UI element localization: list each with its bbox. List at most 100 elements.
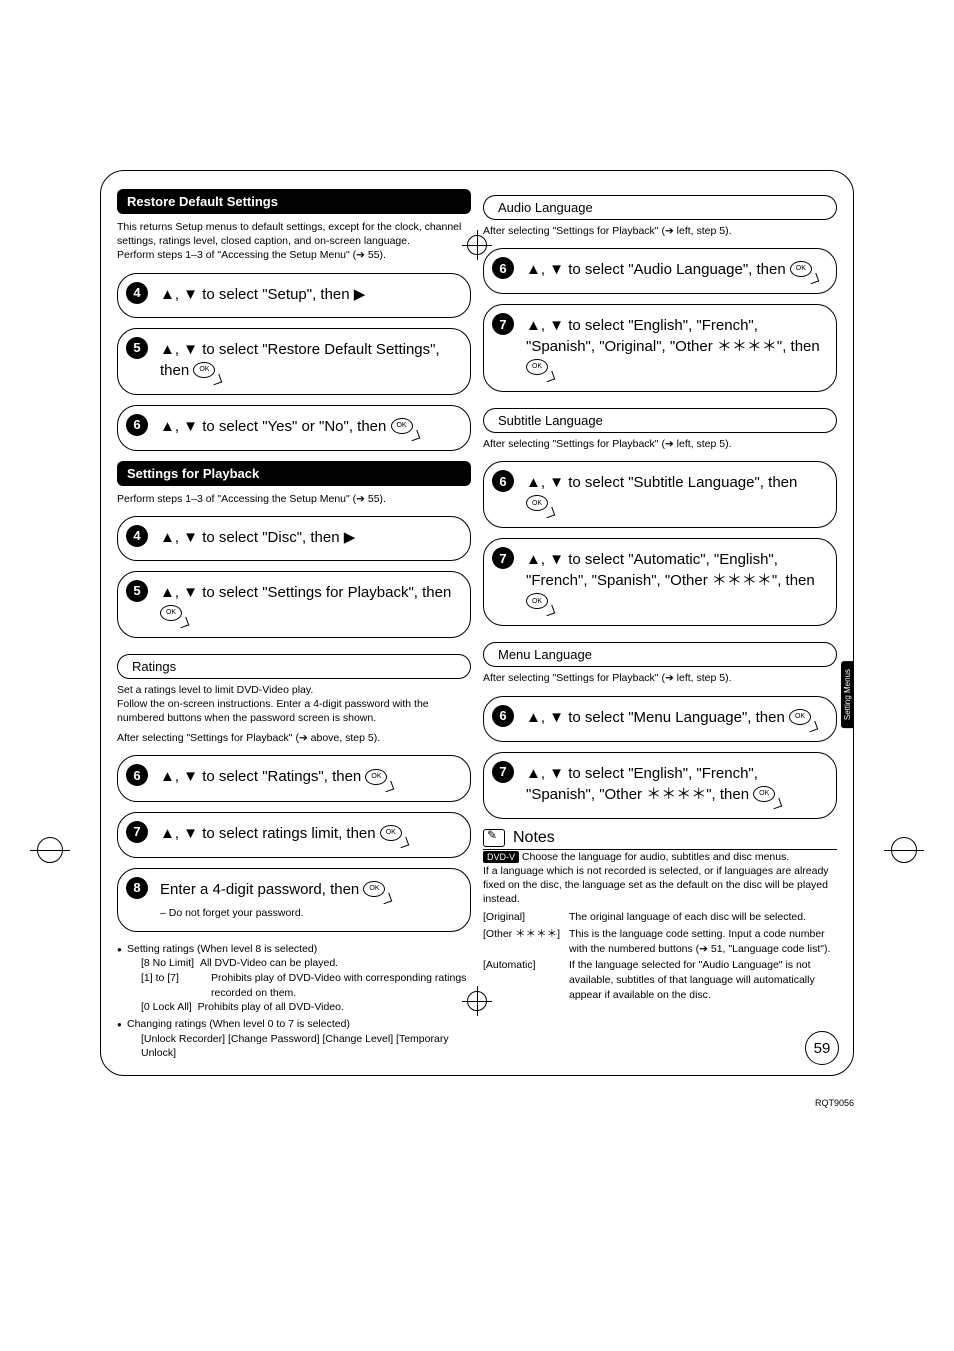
ratings-step-6: 6 ▲, ▼ to select "Ratings", then [117,755,471,801]
step-badge-6d: 6 [492,470,514,492]
def-key-original: [Original] [483,910,569,925]
menu-step6-label: ▲, ▼ to select "Menu Language", then [526,709,789,726]
step-badge-8: 8 [126,877,148,899]
restore-step4-text: ▲, ▼ to select "Setup", then ▶ [160,284,458,305]
bullet1-row-b: [1] to [7]Prohibits play of DVD-Video wi… [127,971,471,1000]
menu-step7-label: ▲, ▼ to select "English", "French", "Spa… [526,765,758,803]
bullet2-row: [Unlock Recorder] [Change Password] [Cha… [127,1032,471,1061]
def-automatic: [Automatic] If the language selected for… [483,958,837,1002]
restore-perform: Perform steps 1–3 of "Accessing the Setu… [117,248,471,262]
ratings-step7-label: ▲, ▼ to select ratings limit, then [160,825,380,842]
restore-step6-text: ▲, ▼ to select "Yes" or "No", then [160,416,458,438]
subtitle-step-6: 6 ▲, ▼ to select "Subtitle Language", th… [483,461,837,528]
ratings-step8-label: Enter a 4-digit password, then [160,881,363,898]
b1b-val: Prohibits play of DVD-Video with corresp… [211,971,471,1000]
ok-icon [160,603,186,625]
restore-step-4: 4 ▲, ▼ to select "Setup", then ▶ [117,273,471,318]
def-key-other: [Other ＊＊＊＊] [483,927,569,956]
menu-step-6: 6 ▲, ▼ to select "Menu Language", then [483,696,837,742]
step-badge-6: 6 [126,414,148,436]
def-val-original: The original language of each disc will … [569,910,837,925]
step-badge-7b: 7 [492,313,514,335]
notes-line2: If a language which is not recorded is s… [483,864,837,907]
ratings-pill: Ratings [117,654,471,679]
menu-step6-text: ▲, ▼ to select "Menu Language", then [526,707,824,729]
footer-code: RQT9056 [815,1098,854,1198]
def-original: [Original] The original language of each… [483,910,837,925]
ok-icon [526,591,552,613]
ratings-intro1: Set a ratings level to limit DVD-Video p… [117,683,471,697]
page-frame: Setting Menus Restore Default Settings T… [100,170,854,1076]
step-badge-6e: 6 [492,705,514,727]
bullet-changing-ratings: Changing ratings (When level 0 to 7 is s… [117,1017,471,1061]
menu-after: After selecting "Settings for Playback" … [483,671,837,685]
audio-step-6: 6 ▲, ▼ to select "Audio Language", then [483,248,837,294]
step-badge-7c: 7 [492,547,514,569]
playback-perform: Perform steps 1–3 of "Accessing the Setu… [117,492,471,506]
menu-step7-text: ▲, ▼ to select "English", "French", "Spa… [526,763,824,806]
step-badge-6b: 6 [126,764,148,786]
ratings-step6-label: ▲, ▼ to select "Ratings", then [160,768,365,785]
playback-step4-text: ▲, ▼ to select "Disc", then ▶ [160,527,458,548]
notes-line1: DVD-V Choose the language for audio, sub… [483,850,837,864]
subtitle-pill: Subtitle Language [483,408,837,433]
ratings-step6-text: ▲, ▼ to select "Ratings", then [160,766,458,788]
audio-step7-text: ▲, ▼ to select "English", "French", "Spa… [526,315,824,379]
step-badge-7: 7 [126,821,148,843]
restore-step-5: 5 ▲, ▼ to select "Restore Default Settin… [117,328,471,395]
playback-step-5: 5 ▲, ▼ to select "Settings for Playback"… [117,571,471,638]
ratings-step-7: 7 ▲, ▼ to select ratings limit, then [117,812,471,858]
step-badge-5b: 5 [126,580,148,602]
right-column: Audio Language After selecting "Settings… [483,189,837,1063]
ok-icon [380,823,406,845]
audio-step6-text: ▲, ▼ to select "Audio Language", then [526,259,824,281]
side-tab: Setting Menus [841,661,854,728]
b1c-val: Prohibits play of all DVD-Video. [198,1001,344,1013]
notes-title: Notes [513,829,555,847]
step-badge-4b: 4 [126,525,148,547]
notes-icon [483,829,505,847]
restore-header: Restore Default Settings [117,189,471,214]
crop-mark-left [30,830,70,870]
ratings-step-8: 8 Enter a 4-digit password, then – Do no… [117,868,471,932]
bullet1-title: Setting ratings (When level 8 is selecte… [127,943,317,955]
ratings-bullets: Setting ratings (When level 8 is selecte… [117,942,471,1062]
ratings-step8-text: Enter a 4-digit password, then [160,879,458,901]
restore-step5-text: ▲, ▼ to select "Restore Default Settings… [160,339,458,382]
menu-step-7: 7 ▲, ▼ to select "English", "French", "S… [483,752,837,819]
step-badge-5: 5 [126,337,148,359]
bullet1-row-a: [8 No Limit] All DVD-Video can be played… [127,956,471,971]
bullet-setting-ratings: Setting ratings (When level 8 is selecte… [117,942,471,1015]
restore-step-6: 6 ▲, ▼ to select "Yes" or "No", then [117,405,471,451]
notes-definitions: [Original] The original language of each… [483,910,837,1002]
step-badge-7d: 7 [492,761,514,783]
ok-icon [391,416,417,438]
playback-step-4: 4 ▲, ▼ to select "Disc", then ▶ [117,516,471,561]
subtitle-step6-label: ▲, ▼ to select "Subtitle Language", then [526,474,797,491]
subtitle-step7-text: ▲, ▼ to select "Automatic", "English", "… [526,549,824,613]
restore-intro: This returns Setup menus to default sett… [117,220,471,248]
subtitle-step7-label: ▲, ▼ to select "Automatic", "English", "… [526,551,815,589]
bullet2-title: Changing ratings (When level 0 to 7 is s… [127,1018,350,1030]
b1c-key: [0 Lock All] [141,1001,192,1013]
def-val-other: This is the language code setting. Input… [569,927,837,956]
ratings-intro2: Follow the on-screen instructions. Enter… [117,697,471,725]
b1b-key: [1] to [7] [141,971,211,1000]
subtitle-step-7: 7 ▲, ▼ to select "Automatic", "English",… [483,538,837,626]
playback-header: Settings for Playback [117,461,471,486]
audio-step7-label: ▲, ▼ to select "English", "French", "Spa… [526,317,820,355]
restore-step6-label: ▲, ▼ to select "Yes" or "No", then [160,418,391,435]
ok-icon [193,360,219,382]
dvdv-badge: DVD-V [483,851,519,863]
playback-step5-label: ▲, ▼ to select "Settings for Playback", … [160,584,451,601]
left-column: Restore Default Settings This returns Se… [117,189,471,1063]
ratings-step8-note: – Do not forget your password. [160,907,458,919]
playback-step5-text: ▲, ▼ to select "Settings for Playback", … [160,582,458,625]
crop-mark-right [884,830,924,870]
ok-icon [789,707,815,729]
audio-after: After selecting "Settings for Playback" … [483,224,837,238]
audio-pill: Audio Language [483,195,837,220]
menu-pill: Menu Language [483,642,837,667]
ratings-step7-text: ▲, ▼ to select ratings limit, then [160,823,458,845]
b1a-key: [8 No Limit] [141,957,194,969]
